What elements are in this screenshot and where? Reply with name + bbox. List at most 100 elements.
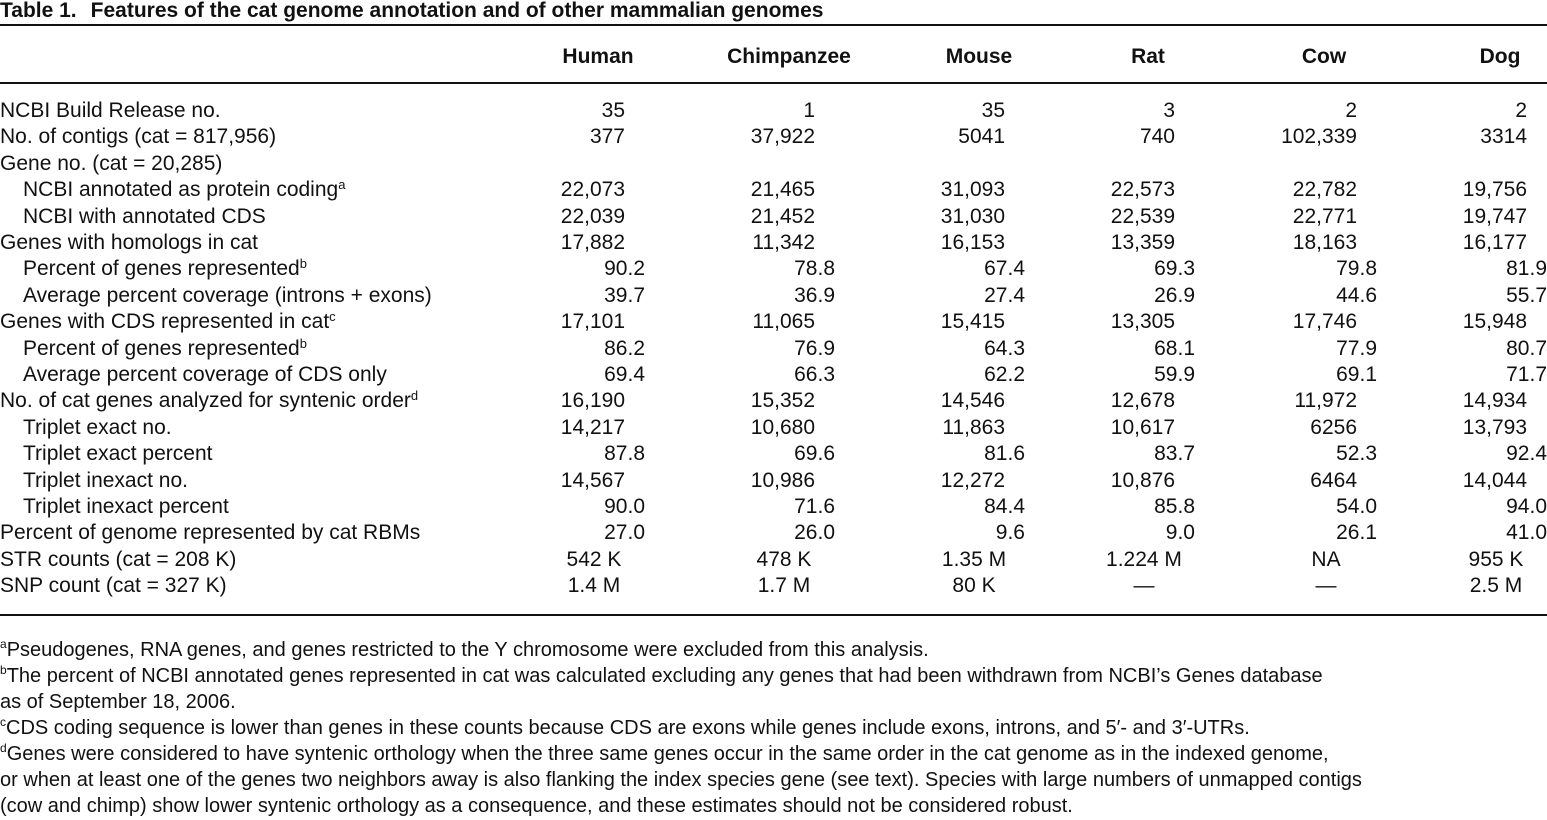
row-label: No. of cat genes analyzed for syntenic o… <box>0 388 418 414</box>
footnote-text: CDS coding sequence is lower than genes … <box>6 717 1250 739</box>
table-row: Percent of genes representedb 86.2 76.9 64.… <box>0 336 1547 362</box>
table-cell: 11,863 <box>942 415 1005 439</box>
column-header-cow: Cow <box>1301 45 1347 68</box>
table-cell: 13,305 <box>1110 310 1175 334</box>
table-cell: 15,415 <box>940 310 1005 334</box>
table-cell: 22,782 <box>1292 178 1357 202</box>
table-cell: 81.6 <box>984 442 1025 466</box>
column-header-dog: Dog <box>1479 45 1521 68</box>
table-cell: 27.4 <box>984 283 1025 307</box>
row-label: Triplet inexact percent <box>23 494 229 520</box>
table-cell: 14,044 <box>1462 468 1527 492</box>
row-label: Percent of genome represented by cat RBM… <box>0 520 420 546</box>
row-label: Genes with CDS represented in catc <box>0 309 336 335</box>
top-rule <box>0 24 1547 26</box>
row-label-text: NCBI with annotated CDS <box>23 204 266 228</box>
table-cell: 11,972 <box>1294 389 1357 413</box>
footnote-text: (cow and chimp) show lower syntenic orth… <box>0 795 1073 817</box>
table-cell: 26.0 <box>794 521 835 545</box>
row-label: SNP count (cat = 327 K) <box>0 573 227 599</box>
table-cell: 10,617 <box>1110 415 1175 439</box>
table-cell: 17,746 <box>1292 310 1357 334</box>
table-cell: 740 <box>1139 125 1175 149</box>
table-cell: 22,573 <box>1110 178 1175 202</box>
table-cell: 69.1 <box>1336 363 1377 386</box>
table-cell: 12,272 <box>940 468 1005 492</box>
table-cell: 10,680 <box>750 415 815 439</box>
table-cell: 10,986 <box>750 468 815 492</box>
table-cell: 15,352 <box>750 389 815 413</box>
row-label: Percent of genes representedb <box>23 256 307 282</box>
table-cell: 16,177 <box>1462 231 1527 254</box>
table-cell: 94.0 <box>1506 495 1547 518</box>
table-cell: 84.4 <box>984 495 1025 518</box>
table-cell: 102,339 <box>1281 125 1357 149</box>
table-cell: 377 <box>589 125 625 149</box>
row-label-text: Triplet inexact no. <box>23 468 188 492</box>
row-label: No. of contigs (cat = 817,956) <box>0 124 276 150</box>
table-cell: 16,190 <box>560 389 625 413</box>
footnote-mark: c <box>0 715 6 729</box>
row-label: Triplet inexact no. <box>23 468 188 494</box>
footnote-line: or when at least one of the genes two ne… <box>0 767 1547 793</box>
table-cell: 18,163 <box>1292 231 1357 254</box>
table-cell: 62.2 <box>984 363 1025 386</box>
row-label: Average percent coverage of CDS only <box>23 362 387 388</box>
table-cell: 41.0 <box>1506 521 1547 545</box>
footnote-line: bThe percent of NCBI annotated genes rep… <box>0 663 1547 689</box>
row-label-text: No. of contigs (cat = 817,956) <box>0 125 277 149</box>
table-cell: 22,039 <box>560 204 625 228</box>
table-cell: 17,101 <box>560 310 625 334</box>
table-row: Triplet exact percent 87.8 69.6 81.6 83.7 52.… <box>0 441 1547 467</box>
footnote-marker: c <box>329 309 336 325</box>
footnote-text: as of September 18, 2006. <box>0 691 236 713</box>
table-cell: 35 <box>981 99 1005 122</box>
table-cell: 92.4 <box>1506 442 1547 466</box>
table-row: Triplet inexact no. 14,567 10,986 12,272 10,… <box>0 468 1547 494</box>
table-cell: 78.8 <box>794 257 835 281</box>
table-row: Average percent coverage (introns + exon… <box>0 283 1547 309</box>
table-cell: 22,771 <box>1292 204 1357 228</box>
table-cell: 3 <box>1163 99 1175 122</box>
table-cell: 22,073 <box>560 178 625 202</box>
table-cell: 71.7 <box>1506 363 1547 386</box>
table-row: No. of cat genes analyzed for syntenic o… <box>0 388 1547 414</box>
table-cell: 55.7 <box>1506 283 1547 307</box>
table-cell: 1.4 M <box>567 574 621 598</box>
row-label-text: NCBI annotated as protein coding <box>23 178 339 202</box>
column-header-human: Human <box>562 45 634 68</box>
table-row: Percent of genes representedb 90.2 78.8 67.… <box>0 256 1547 282</box>
table-row: Gene no. (cat = 20,285) <box>0 151 1547 177</box>
table-cell: 11,342 <box>752 231 815 254</box>
row-label: Percent of genes representedb <box>23 336 307 362</box>
footnote-text: or when at least one of the genes two ne… <box>0 769 1362 791</box>
table-cell: 69.6 <box>794 442 835 466</box>
table-cell: 12,678 <box>1110 389 1175 413</box>
table-cell: 13,359 <box>1110 231 1175 254</box>
table-cell: 478 K <box>756 547 812 571</box>
row-label-text: NCBI Build Release no. <box>0 99 221 122</box>
table-cell: 15,948 <box>1462 310 1527 334</box>
table-row: NCBI with annotated CDS 22,039 21,452 31,03… <box>0 204 1547 230</box>
table-cell: 81.9 <box>1506 257 1547 281</box>
table-cell: 14,546 <box>940 389 1005 413</box>
header-rule <box>0 82 1547 84</box>
footnote-text: Genes were considered to have syntenic o… <box>6 743 1329 765</box>
footnote-line: as of September 18, 2006. <box>0 689 1547 715</box>
footnote-text: Pseudogenes, RNA genes, and genes restri… <box>6 639 929 661</box>
table-row: NCBI annotated as protein codinga 22,073 2… <box>0 177 1547 203</box>
table-cell: 77.9 <box>1336 336 1377 360</box>
table-cell: 76.9 <box>794 336 835 360</box>
column-header-chimpanzee: Chimpanzee <box>727 45 851 68</box>
table-cell: 10,876 <box>1110 468 1175 492</box>
row-label-text: Triplet exact no. <box>23 415 172 439</box>
table-cell: 36.9 <box>794 283 835 307</box>
table-cell: 1 <box>803 99 815 122</box>
table-cell: 90.0 <box>604 495 645 518</box>
row-label: Genes with homologs in cat <box>0 230 258 256</box>
table-cell: 52.3 <box>1336 442 1377 466</box>
footnote-line: cCDS coding sequence is lower than genes… <box>0 715 1547 741</box>
table-cell: 13,793 <box>1462 415 1527 439</box>
column-header-mouse: Mouse <box>945 45 1013 68</box>
table-row: NCBI Build Release no. 35 1 35 3 2 2 <box>0 98 1547 124</box>
